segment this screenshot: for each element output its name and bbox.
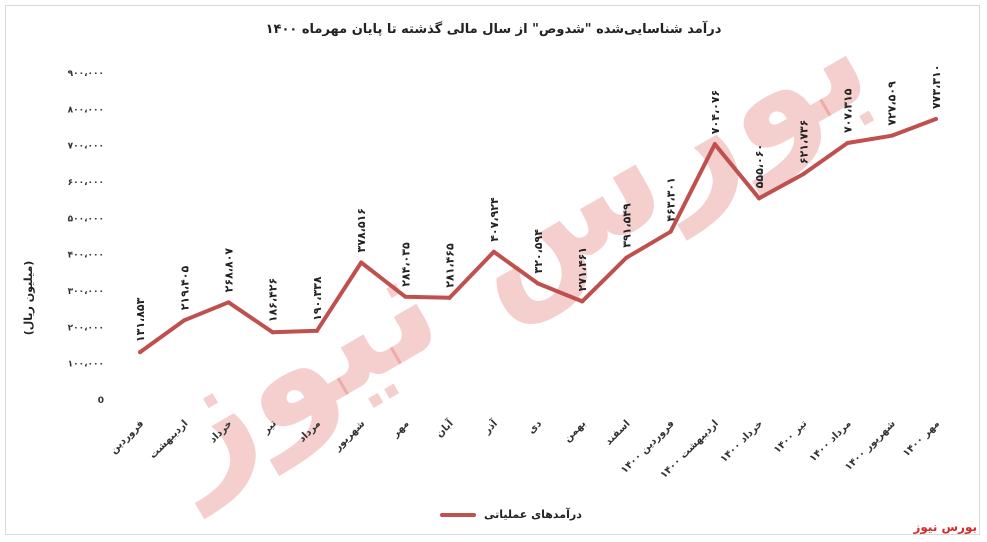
legend-label: درآمدهای عملیاتی bbox=[484, 508, 582, 521]
y-tick-label: ۶۰۰،۰۰۰ bbox=[68, 178, 104, 188]
data-label: ۲۸۴،۰۳۵ bbox=[399, 242, 412, 287]
data-point bbox=[757, 196, 762, 201]
x-tick-label: فروردین bbox=[108, 418, 146, 456]
y-tick-label: 0 bbox=[98, 396, 104, 406]
data-label: ۲۱۹،۴۰۵ bbox=[178, 266, 191, 311]
data-point bbox=[845, 141, 850, 146]
data-label: ۱۸۶،۴۲۶ bbox=[267, 278, 280, 322]
x-tick-label: آذر bbox=[480, 417, 500, 437]
data-label: ۱۹۰،۳۳۸ bbox=[311, 276, 324, 321]
data-point bbox=[712, 142, 717, 147]
data-point bbox=[491, 249, 496, 254]
y-tick-label: ۷۰۰،۰۰۰ bbox=[68, 142, 104, 152]
y-tick-label: ۳۰۰،۰۰۰ bbox=[68, 287, 104, 297]
x-tick-label: بهمن bbox=[562, 418, 588, 444]
x-tick-label: مهر ۱۴۰۰ bbox=[901, 418, 942, 459]
data-point bbox=[668, 229, 673, 234]
data-point bbox=[801, 172, 806, 177]
chart-title: درآمد شناسایی‌شده "شدوص" از سال مالی گذش… bbox=[265, 22, 722, 37]
data-point bbox=[314, 328, 319, 333]
data-point bbox=[933, 117, 938, 122]
data-point bbox=[580, 299, 585, 304]
y-tick-label: ۴۰۰،۰۰۰ bbox=[68, 251, 104, 261]
legend-swatch bbox=[440, 512, 476, 517]
data-label: ۷۲۷،۵۰۹ bbox=[886, 81, 899, 126]
data-point bbox=[624, 255, 629, 260]
data-point bbox=[536, 281, 540, 286]
x-tick-label: مهر bbox=[390, 418, 412, 440]
data-point bbox=[889, 133, 894, 138]
data-label: ۵۵۵،۰۶۰ bbox=[753, 144, 766, 188]
brand-logo-text: بورس نیوز bbox=[913, 520, 977, 534]
y-tick-label: ۸۰۰،۰۰۰ bbox=[68, 105, 104, 115]
y-tick-label: ۱۰۰،۰۰۰ bbox=[68, 360, 104, 370]
data-point bbox=[226, 300, 231, 305]
data-label: ۴۰۷،۹۲۴ bbox=[488, 197, 501, 242]
data-point bbox=[270, 330, 275, 335]
data-label: ۷۰۴،۰۷۶ bbox=[709, 90, 722, 134]
data-label: ۷۰۷،۳۱۵ bbox=[841, 88, 854, 133]
x-tick-label: دی bbox=[526, 418, 544, 436]
y-tick-label: ۹۰۰،۰۰۰ bbox=[68, 69, 104, 79]
data-label: ۴۶۳،۳۰۱ bbox=[665, 177, 678, 221]
data-label: ۲۶۸،۸۰۷ bbox=[223, 248, 236, 293]
data-point bbox=[403, 294, 408, 299]
y-tick-label: ۵۰۰،۰۰۰ bbox=[68, 214, 104, 224]
data-label: ۷۷۳،۳۱۰ bbox=[930, 65, 943, 109]
data-label: ۲۸۱،۴۶۵ bbox=[444, 243, 457, 288]
data-point bbox=[359, 260, 364, 265]
data-label: ۶۲۱،۷۳۶ bbox=[797, 120, 810, 164]
y-tick-label: ۲۰۰،۰۰۰ bbox=[68, 323, 104, 333]
data-label: ۱۳۱،۸۵۳ bbox=[134, 297, 147, 342]
x-tick-label: اسفند bbox=[603, 418, 632, 447]
data-point bbox=[447, 295, 452, 300]
data-point bbox=[138, 350, 143, 355]
x-tick-label: آبان bbox=[433, 417, 456, 440]
chart-legend: درآمدهای عملیاتی bbox=[440, 508, 582, 521]
x-tick-label: تیر ۱۴۰۰ bbox=[772, 418, 810, 456]
data-label: ۳۷۸،۵۱۶ bbox=[355, 208, 368, 252]
x-tick-label: خرداد ۱۴۰۰ bbox=[718, 418, 765, 465]
data-label: ۲۷۱،۴۶۱ bbox=[576, 247, 589, 291]
data-point bbox=[182, 318, 187, 323]
data-label: ۳۹۱،۵۴۹ bbox=[620, 203, 633, 248]
chart-frame bbox=[5, 5, 980, 535]
data-label: ۳۲۰،۵۹۴ bbox=[532, 229, 545, 274]
x-tick-label: مرداد ۱۴۰۰ bbox=[808, 418, 854, 464]
